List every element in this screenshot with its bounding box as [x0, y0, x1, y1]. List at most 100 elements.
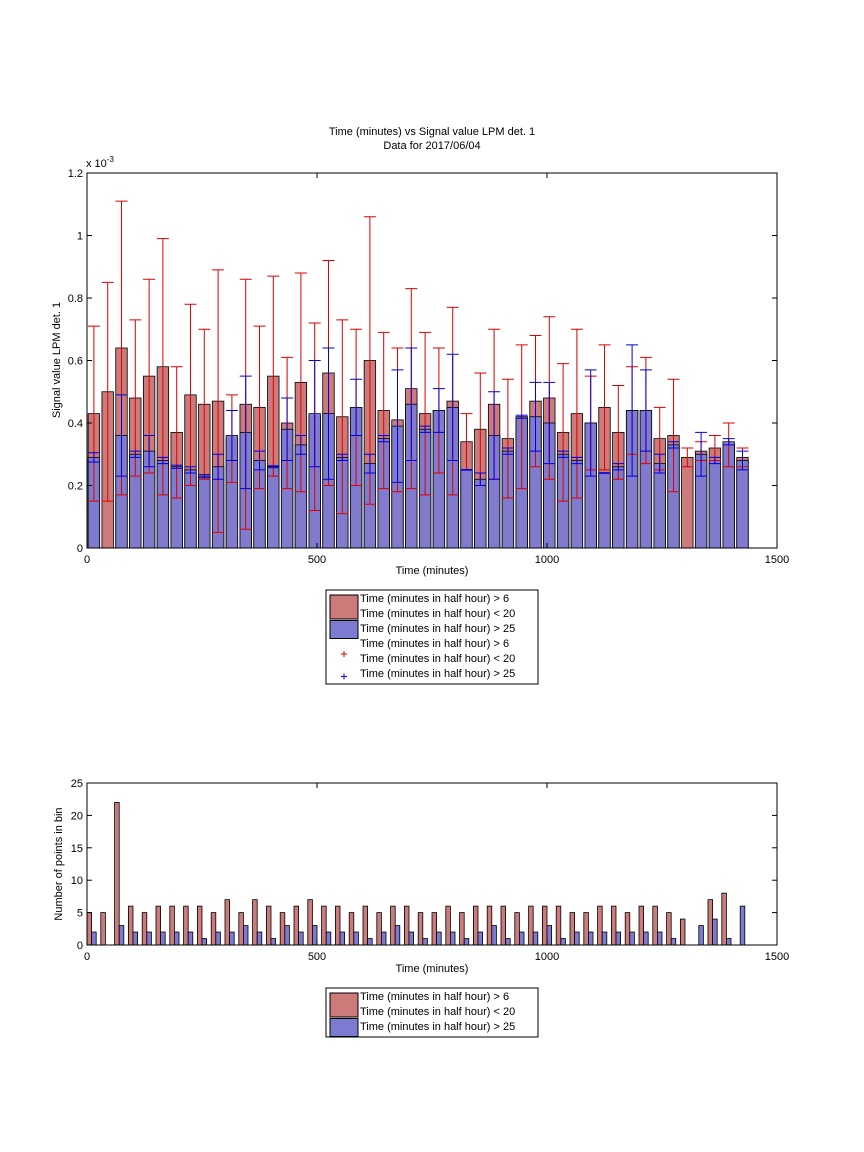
count-bar-red	[624, 912, 631, 946]
count-x-axis-label: Time (minutes)	[396, 963, 469, 975]
signal-bar-blue	[198, 475, 211, 549]
y-tick-label: 10	[71, 875, 83, 887]
count-bar-blue	[160, 931, 166, 946]
count-y-axis-label: Number of points in bin	[53, 807, 65, 920]
signal-bar-blue	[267, 466, 280, 549]
count-bar-red	[155, 905, 161, 946]
count-bar-blue	[712, 918, 718, 946]
signal-bar-red	[681, 456, 694, 549]
count-bar-blue	[173, 931, 180, 946]
count-bar-red	[611, 905, 617, 946]
count-bar-red	[542, 905, 548, 946]
signal-y-axis-label: Signal value LPM det. 1	[51, 302, 63, 418]
count-bar-blue	[739, 905, 746, 946]
signal-x-ticks: 0 500 1000 1500	[84, 173, 789, 566]
y-tick-label: 0.8	[68, 293, 83, 305]
count-bar-blue	[132, 931, 138, 946]
y-tick-label: 0	[77, 940, 83, 952]
y-tick-label: 0	[77, 543, 83, 555]
count-bar-red	[721, 892, 727, 946]
count-bar-red	[114, 802, 120, 946]
legend-box	[325, 987, 539, 1038]
legend-entry: Time (minutes in half hour) < 20	[360, 653, 515, 665]
count-bar-blue	[229, 931, 235, 946]
count-bar-blue	[519, 931, 525, 946]
count-bar-red	[224, 899, 230, 946]
count-bar-blue	[408, 931, 414, 946]
count-bar-red	[238, 912, 244, 946]
chart-title: Time (minutes) vs Signal value LPM det. …	[329, 126, 535, 138]
x-tick-label: 1500	[765, 554, 789, 566]
count-y-ticks: 0 5 10 15 20 25	[71, 778, 777, 952]
count-bar-red	[445, 905, 451, 946]
legend-entry: Time (minutes in half hour) < 20	[360, 1006, 515, 1018]
signal-x-axis-label: Time (minutes)	[396, 565, 469, 577]
count-bar-blue	[657, 931, 663, 946]
count-bar-blue	[436, 931, 442, 946]
count-bar-red	[680, 918, 686, 946]
signal-error-bars	[87, 200, 749, 533]
legend-entry: Time (minutes in half hour) > 25	[360, 623, 515, 635]
count-bar-blue	[394, 925, 401, 946]
legend-entry: Time (minutes in half hour) > 25	[360, 1021, 515, 1033]
y-tick-label: 15	[71, 843, 83, 855]
count-bar-red	[707, 899, 713, 946]
count-bar-red	[583, 912, 589, 946]
count-bar-blue	[643, 931, 649, 946]
count-bars	[86, 802, 746, 946]
signal-legend: Time (minutes in half hour) > 6 Time (min…	[325, 589, 539, 685]
count-bar-red	[279, 912, 286, 946]
legend-entry: Time (minutes in half hour) > 6	[360, 593, 509, 605]
legend-swatch	[329, 620, 359, 639]
count-bar-red	[127, 905, 134, 946]
x-tick-label: 500	[308, 951, 326, 963]
count-bar-red	[100, 912, 106, 946]
count-bar-red	[390, 905, 396, 946]
count-bar-red	[486, 905, 493, 946]
count-bar-blue	[325, 931, 332, 946]
count-bar-blue	[146, 931, 152, 946]
count-bar-red	[183, 905, 189, 946]
count-bar-blue	[215, 931, 221, 946]
count-bar-blue	[615, 931, 621, 946]
count-bar-red	[652, 905, 658, 946]
legend-swatch	[329, 594, 359, 620]
y-tick-label: 20	[71, 810, 83, 822]
count-legend: Time (minutes in half hour) > 6 Time (min…	[325, 987, 539, 1038]
x-tick-label: 0	[84, 951, 90, 963]
signal-bar-blue	[736, 460, 749, 549]
count-bar-blue	[270, 938, 276, 946]
count-bar-blue	[367, 938, 373, 946]
count-bar-blue	[546, 925, 552, 946]
count-bar-red	[403, 905, 410, 946]
count-bar-red	[472, 905, 479, 946]
count-bar-blue	[505, 938, 511, 946]
signal-bar-blue	[653, 463, 666, 549]
count-bar-blue	[91, 931, 97, 946]
y-tick-label: 0.4	[68, 418, 83, 430]
y-tick-label: 0.2	[68, 481, 83, 493]
count-bar-red	[348, 912, 355, 946]
legend-swatch	[329, 1018, 359, 1037]
y-exponent-base: x 10	[86, 158, 107, 170]
legend-entry: Time (minutes in half hour) > 6	[360, 638, 509, 650]
signal-bar-blue	[598, 472, 611, 549]
count-bar-red	[307, 899, 313, 946]
count-bar-blue	[380, 931, 387, 946]
y-tick-label: 1.2	[68, 168, 83, 180]
signal-bars	[87, 347, 749, 549]
count-bar-red	[321, 905, 327, 946]
count-bar-blue	[491, 925, 497, 946]
count-bar-red	[638, 905, 644, 946]
count-bar-red	[431, 912, 437, 946]
count-bar-red	[334, 905, 341, 946]
count-bar-red	[362, 905, 368, 946]
count-bar-blue	[201, 938, 207, 946]
count-bar-red	[459, 912, 465, 946]
legend-entry: Time (minutes in half hour) > 6	[360, 991, 509, 1003]
count-bar-blue	[477, 931, 483, 946]
count-bar-red	[555, 905, 562, 946]
x-tick-label: 500	[308, 554, 326, 566]
count-bar-red	[86, 912, 92, 946]
y-tick-label: 5	[77, 908, 83, 920]
